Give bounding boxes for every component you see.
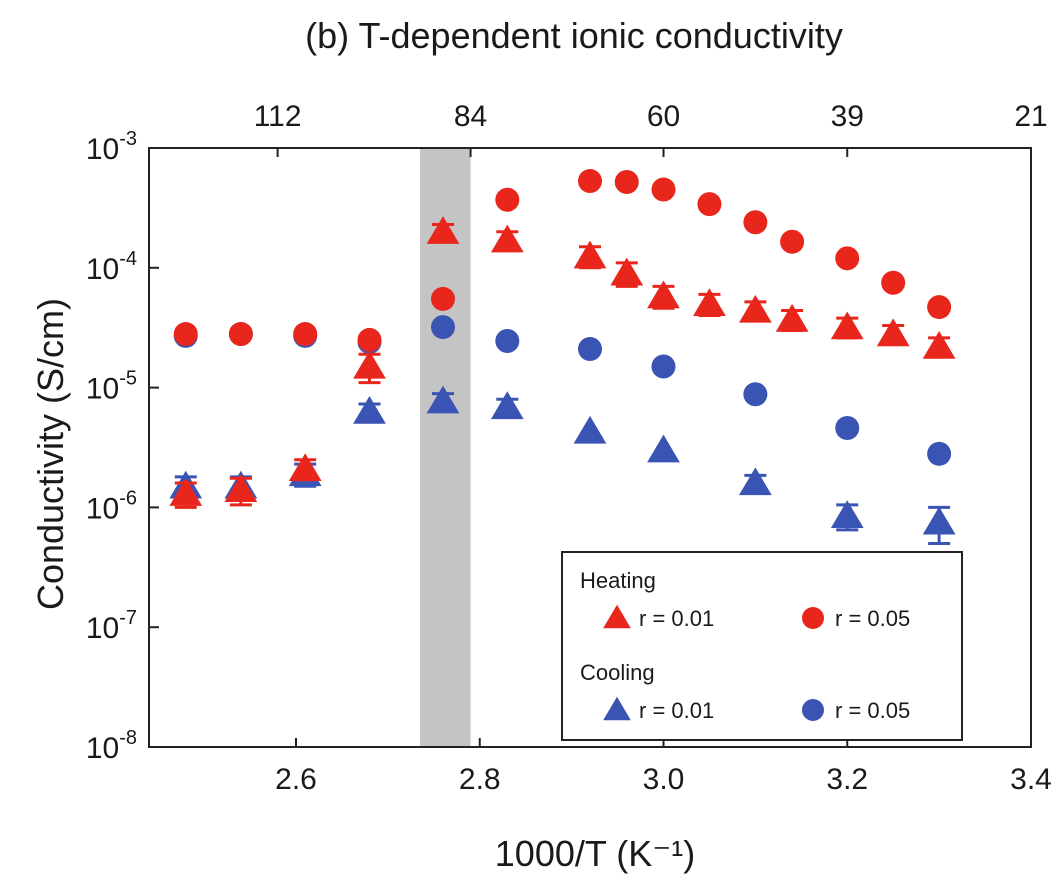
legend-group-title: Heating [580, 568, 656, 593]
top-tick-label: 60 [647, 100, 680, 133]
heating-circle-point [881, 270, 906, 295]
legend-marker [802, 607, 824, 629]
cooling-triangle-point [490, 391, 524, 420]
heating-circle-point [614, 170, 639, 195]
cooling-triangle-point [922, 506, 956, 535]
heating-circle-point [228, 322, 253, 347]
y-tick-label: 10-4 [86, 248, 137, 286]
heating-triangle-point [169, 478, 203, 506]
heating-circle-point [780, 229, 805, 254]
heating-triangle-point [830, 311, 864, 340]
heating-triangle-point [647, 280, 680, 309]
heating-triangle-point [775, 303, 809, 332]
top-tick-label: 84 [454, 100, 487, 133]
cooling-circle-point [743, 382, 768, 407]
cooling-triangle-point [426, 385, 460, 414]
heating-circle-point [651, 177, 676, 202]
heating-triangle-point [738, 294, 772, 323]
cooling-triangle-point [647, 434, 680, 463]
x-tick-label: 2.8 [459, 763, 501, 796]
x-tick-label: 2.6 [275, 763, 317, 796]
top-tick-label: 112 [254, 100, 302, 133]
heating-circle-point [835, 246, 860, 271]
cooling-circle-point [651, 354, 676, 379]
y-tick-label: 10-3 [86, 128, 137, 166]
cooling-triangle-point [353, 396, 386, 424]
heating-circle-point [293, 322, 318, 347]
cooling-circle-point [835, 416, 860, 441]
y-axis-label: Conductivity (S/cm) [30, 298, 71, 610]
legend-marker [603, 604, 631, 629]
legend-marker [603, 696, 631, 721]
heating-triangle-point [426, 216, 460, 244]
x-tick-label: 3.0 [643, 763, 685, 796]
legend-entry-label: r = 0.05 [835, 698, 910, 723]
heating-circle-point [743, 210, 768, 235]
heating-triangle-point [490, 224, 524, 253]
legend-entry-label: r = 0.01 [639, 698, 714, 723]
legend-group-title: Cooling [580, 660, 655, 685]
plot-area: 2.6 2.8 3.0 3.2 3.4 112 84 60 39 21 10-8 10-7 10-6 10… [86, 100, 1052, 796]
heating-triangle-point [573, 240, 607, 269]
heating-triangle-point [353, 350, 386, 379]
cooling-circle-point [578, 336, 602, 361]
y-tick-label: 10-6 [86, 487, 137, 525]
heating-circle-point [173, 322, 198, 347]
cooling-circle-point [927, 441, 952, 466]
legend-entry-label: r = 0.01 [639, 606, 714, 631]
x-axis-label: 1000/T (K⁻¹) [495, 833, 695, 874]
legend-entry-label: r = 0.05 [835, 606, 910, 631]
cooling-circle-point [495, 328, 520, 353]
heating-triangle-point [876, 318, 910, 347]
y-tick-label: 10-8 [86, 727, 137, 765]
top-tick-label: 39 [831, 100, 864, 133]
heating-triangle-point [288, 453, 322, 481]
x-tick-label: 3.2 [826, 763, 868, 796]
top-tick-label: 21 [1014, 100, 1047, 133]
legend-marker [802, 699, 824, 721]
heating-triangle-point [610, 257, 644, 286]
heating-triangle-point [224, 474, 258, 503]
cooling-triangle-point [573, 415, 607, 444]
heating-circle-point [431, 286, 455, 311]
x-tick-label: 3.4 [1010, 763, 1052, 796]
legend-box [561, 551, 963, 741]
y-tick-label: 10-7 [86, 607, 137, 645]
heating-circle-point [578, 169, 602, 194]
cooling-triangle-point [830, 500, 864, 529]
cooling-triangle-point [738, 467, 772, 496]
plot-frame [148, 147, 1032, 748]
heating-triangle-point [693, 288, 726, 317]
heating-triangle-point [922, 330, 956, 359]
heating-circle-point [697, 192, 722, 217]
y-tick-label: 10-5 [86, 368, 137, 406]
cooling-circle-point [431, 315, 455, 340]
chart-title: (b) T-dependent ionic conductivity [305, 15, 843, 56]
heating-circle-point [927, 295, 952, 320]
heating-circle-point [357, 327, 382, 352]
heating-circle-point [495, 187, 520, 212]
shaded-transition-region [420, 148, 471, 747]
